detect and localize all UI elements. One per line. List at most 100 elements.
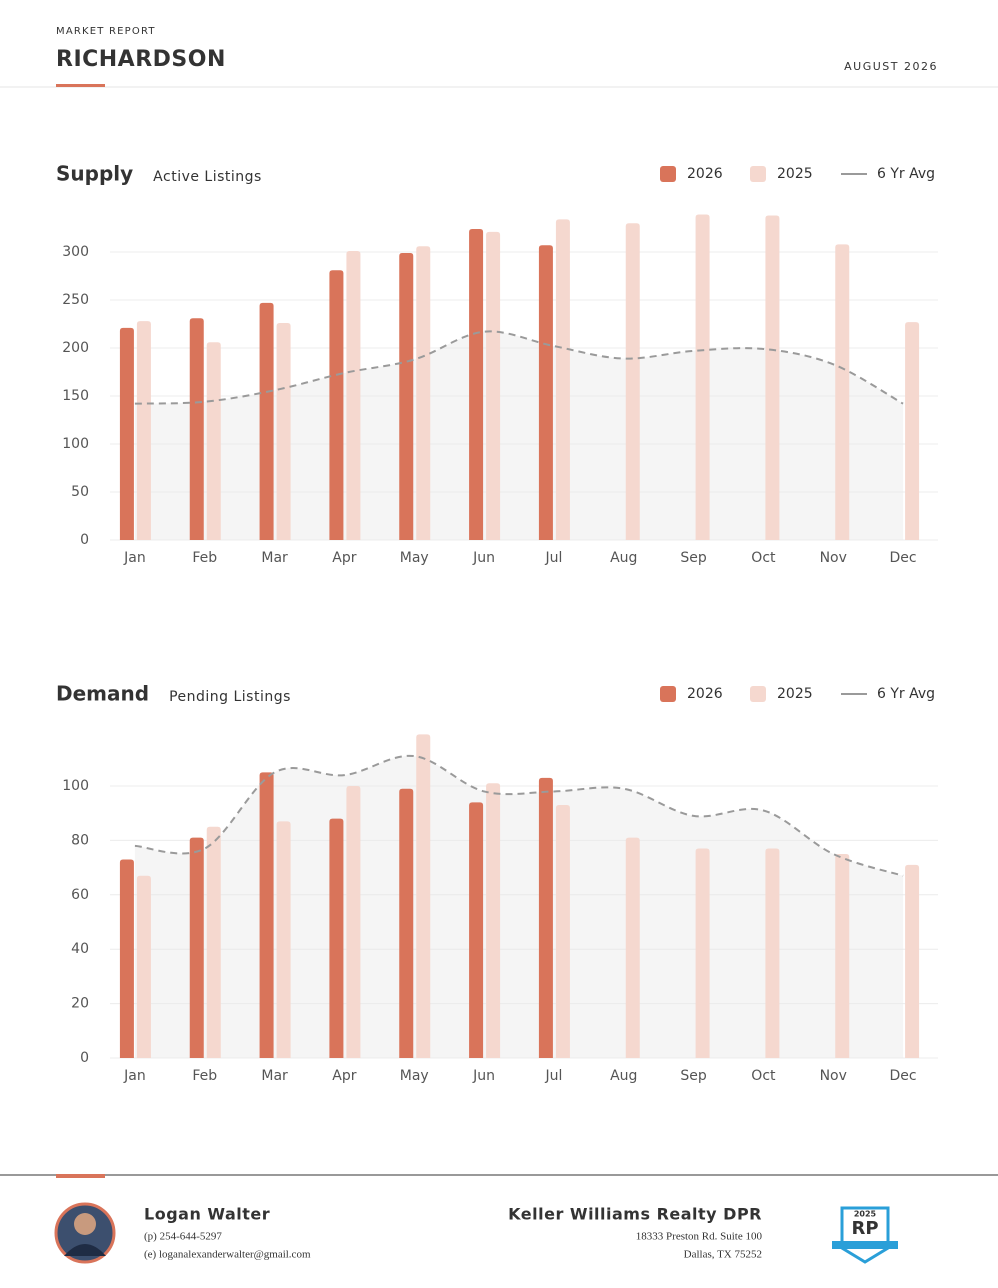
bar bbox=[765, 848, 780, 1058]
legend-label: 2025 bbox=[777, 686, 813, 702]
bar bbox=[399, 252, 414, 540]
x-tick-label: Jan bbox=[123, 1068, 146, 1084]
legend-swatch bbox=[750, 686, 766, 702]
agent-phone: (p) 254-644-5297 bbox=[144, 1231, 222, 1243]
legend-label: 2026 bbox=[687, 166, 723, 182]
x-tick-label: Oct bbox=[751, 550, 776, 566]
x-tick-label: Jun bbox=[472, 550, 495, 566]
y-tick-label: 100 bbox=[62, 436, 89, 452]
x-tick-label: Jan bbox=[123, 550, 146, 566]
footer-accent bbox=[56, 1174, 105, 1178]
bar bbox=[259, 302, 274, 540]
agent-email: (e) loganalexanderwalter@gmail.com bbox=[144, 1249, 311, 1261]
bar bbox=[206, 826, 221, 1058]
bar bbox=[905, 322, 920, 540]
bar bbox=[555, 219, 570, 541]
x-tick-label: May bbox=[400, 550, 429, 566]
agent-name: Logan Walter bbox=[144, 1205, 270, 1224]
bar bbox=[695, 848, 710, 1058]
y-tick-label: 300 bbox=[62, 244, 89, 260]
bar bbox=[136, 321, 151, 540]
bar bbox=[555, 805, 570, 1058]
y-tick-label: 0 bbox=[80, 532, 89, 548]
city-title: RICHARDSON bbox=[56, 47, 226, 72]
bar bbox=[695, 214, 710, 540]
chart-subtitle: Active Listings bbox=[153, 169, 262, 185]
legend-swatch bbox=[660, 686, 676, 702]
y-tick-label: 100 bbox=[62, 778, 89, 794]
avg-line bbox=[134, 754, 904, 877]
badge-letters: RP bbox=[851, 1218, 878, 1239]
bar bbox=[119, 327, 134, 540]
charts: Supply Active Listings050100150200250300J… bbox=[56, 162, 938, 1084]
bar bbox=[416, 734, 431, 1058]
y-tick-label: 50 bbox=[71, 484, 89, 500]
y-tick-label: 250 bbox=[62, 292, 89, 308]
company-address: 18333 Preston Rd. Suite 100 bbox=[636, 1231, 763, 1243]
bar bbox=[469, 228, 484, 540]
x-tick-label: Aug bbox=[610, 1068, 637, 1084]
kicker: MARKET REPORT bbox=[56, 26, 156, 37]
legend-label: 2025 bbox=[777, 166, 813, 182]
avg-line bbox=[134, 330, 904, 405]
x-tick-label: Sep bbox=[680, 550, 707, 566]
x-tick-label: Apr bbox=[332, 1068, 356, 1084]
header-accent bbox=[56, 84, 105, 87]
bar bbox=[905, 864, 920, 1058]
legend-swatch bbox=[750, 166, 766, 182]
y-tick-label: 0 bbox=[80, 1050, 89, 1066]
chart-title: Supply bbox=[56, 162, 133, 186]
x-tick-label: May bbox=[400, 1068, 429, 1084]
bar bbox=[835, 244, 850, 540]
bar bbox=[189, 837, 204, 1058]
company-address: Dallas, TX 75252 bbox=[684, 1249, 762, 1261]
x-tick-label: Sep bbox=[680, 1068, 707, 1084]
bar bbox=[329, 818, 344, 1058]
photo-suit bbox=[64, 1244, 106, 1256]
x-tick-label: Feb bbox=[192, 1068, 217, 1084]
bar bbox=[625, 837, 640, 1058]
company-name: Keller Williams Realty DPR bbox=[508, 1205, 762, 1224]
x-tick-label: Jul bbox=[544, 550, 562, 566]
bar bbox=[486, 783, 501, 1058]
avg-area bbox=[134, 755, 904, 1058]
x-tick-label: Feb bbox=[192, 550, 217, 566]
bar bbox=[346, 251, 361, 541]
bar bbox=[416, 246, 431, 541]
bar bbox=[765, 215, 780, 540]
bar bbox=[206, 342, 221, 540]
avg-area bbox=[134, 331, 904, 540]
bar bbox=[346, 786, 361, 1058]
bar bbox=[399, 788, 414, 1058]
x-tick-label: Jul bbox=[544, 1068, 562, 1084]
legend-swatch bbox=[660, 166, 676, 182]
y-tick-label: 150 bbox=[62, 388, 89, 404]
bar bbox=[259, 772, 274, 1058]
badge-ribbon bbox=[832, 1241, 898, 1249]
bar bbox=[189, 318, 204, 540]
legend-label: 6 Yr Avg bbox=[877, 166, 935, 182]
chart-subtitle: Pending Listings bbox=[169, 689, 291, 705]
bar bbox=[119, 859, 134, 1058]
bar bbox=[538, 245, 553, 540]
legend-label: 6 Yr Avg bbox=[877, 686, 935, 702]
badge-year: 2025 bbox=[854, 1210, 877, 1219]
bar bbox=[835, 854, 850, 1058]
y-tick-label: 200 bbox=[62, 340, 89, 356]
x-tick-label: Oct bbox=[751, 1068, 776, 1084]
y-tick-label: 40 bbox=[71, 941, 89, 957]
bar bbox=[276, 821, 291, 1058]
x-tick-label: Mar bbox=[261, 1068, 288, 1084]
bar bbox=[538, 777, 553, 1058]
bar bbox=[486, 231, 501, 540]
x-tick-label: Mar bbox=[261, 550, 288, 566]
y-tick-label: 20 bbox=[71, 996, 89, 1012]
x-tick-label: Nov bbox=[820, 550, 847, 566]
report-date: AUGUST 2026 bbox=[844, 60, 938, 73]
x-tick-label: Nov bbox=[820, 1068, 847, 1084]
x-tick-label: Apr bbox=[332, 550, 356, 566]
chart-title: Demand bbox=[56, 682, 149, 706]
x-tick-label: Aug bbox=[610, 550, 637, 566]
